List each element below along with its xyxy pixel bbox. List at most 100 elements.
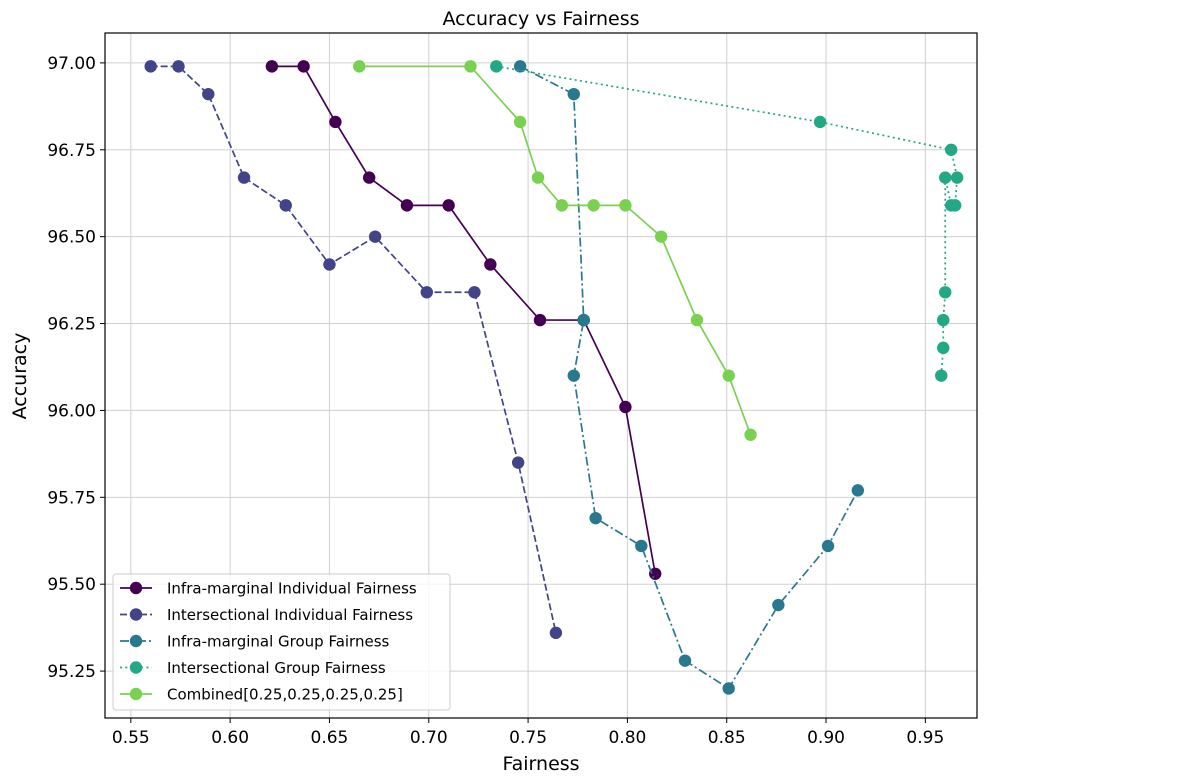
data-point xyxy=(511,456,525,469)
data-point xyxy=(635,539,648,553)
y-tick-label: 97.00 xyxy=(47,54,96,74)
series-2 xyxy=(144,60,563,640)
y-tick-label: 96.00 xyxy=(47,401,96,421)
data-point xyxy=(533,313,547,327)
legend-label: Infra-marginal Group Fairness xyxy=(167,633,390,651)
data-point xyxy=(619,199,632,212)
data-point xyxy=(555,199,569,212)
data-point xyxy=(939,171,952,184)
data-point xyxy=(549,626,563,640)
data-point xyxy=(577,313,590,327)
data-point xyxy=(772,598,785,612)
data-point xyxy=(813,115,827,129)
legend-label: Infra-marginal Individual Fairness xyxy=(167,580,417,598)
x-tick-label: 0.75 xyxy=(509,728,547,748)
x-tick-label: 0.55 xyxy=(112,728,150,748)
y-axis-ticks: 95.25 95.50 95.75 96.00 96.25 96.50 96.75 97.00 xyxy=(47,54,105,682)
data-point xyxy=(744,428,757,441)
legend-entry: Intersectional Individual Fairness xyxy=(120,606,413,624)
data-point xyxy=(950,171,964,184)
data-point xyxy=(937,341,950,355)
data-point xyxy=(442,199,455,212)
data-point xyxy=(567,369,580,382)
legend-label: Intersectional Group Fairness xyxy=(167,659,386,677)
x-tick-label: 0.60 xyxy=(211,728,249,748)
legend-entry: Infra-marginal Group Fairness xyxy=(120,633,390,651)
x-tick-label: 0.90 xyxy=(807,728,845,748)
series-5 xyxy=(353,60,757,441)
legend-entry: Combined[0.25,0.25,0.25,0.25] xyxy=(120,686,403,704)
series-4 xyxy=(490,60,964,382)
legend-label: Intersectional Individual Fairness xyxy=(167,606,413,624)
legend-entry: Infra-marginal Individual Fairness xyxy=(120,580,417,598)
y-tick-label: 95.50 xyxy=(47,575,96,595)
data-point xyxy=(944,143,958,156)
data-point xyxy=(722,369,735,382)
data-point xyxy=(329,115,342,129)
data-point xyxy=(690,313,704,327)
series-layer xyxy=(144,60,964,695)
data-point xyxy=(589,511,602,525)
data-point xyxy=(944,199,958,212)
data-point xyxy=(265,60,279,73)
data-point xyxy=(368,230,382,243)
legend-marker xyxy=(129,687,143,701)
data-point xyxy=(939,286,952,299)
legend-marker xyxy=(129,661,143,674)
x-tick-label: 0.70 xyxy=(410,728,448,748)
y-tick-label: 95.75 xyxy=(47,488,96,508)
x-tick-label: 0.95 xyxy=(906,728,944,748)
data-point xyxy=(464,60,477,73)
data-point xyxy=(531,171,545,184)
data-point xyxy=(400,199,414,212)
legend: Infra-marginal Individual Fairness Inters… xyxy=(112,573,451,711)
data-point xyxy=(362,171,376,184)
data-point xyxy=(237,171,251,184)
data-point xyxy=(484,258,497,271)
data-point xyxy=(587,199,600,212)
data-point xyxy=(353,60,366,73)
data-point xyxy=(323,258,336,271)
data-point xyxy=(513,60,527,73)
legend-label: Combined[0.25,0.25,0.25,0.25] xyxy=(167,686,403,704)
y-tick-label: 95.25 xyxy=(47,662,96,682)
data-point xyxy=(851,484,865,497)
x-axis-ticks: 0.55 0.60 0.65 0.70 0.75 0.80 0.85 0.90 0.95 xyxy=(112,718,944,748)
data-point xyxy=(821,539,835,553)
data-point xyxy=(144,60,157,73)
x-tick-label: 0.85 xyxy=(708,728,746,748)
data-point xyxy=(935,369,948,382)
y-tick-label: 96.50 xyxy=(47,228,96,248)
legend-entry: Intersectional Group Fairness xyxy=(120,659,386,677)
legend-box xyxy=(112,573,451,711)
data-point xyxy=(202,87,215,101)
plot-frame xyxy=(104,32,978,719)
data-point xyxy=(490,60,503,73)
data-point xyxy=(937,313,950,327)
x-axis-label: Fairness xyxy=(502,753,579,775)
y-axis-label: Accuracy xyxy=(9,333,31,420)
series-3 xyxy=(513,60,865,695)
y-tick-label: 96.75 xyxy=(47,141,96,161)
x-tick-label: 0.80 xyxy=(608,728,646,748)
data-point xyxy=(654,230,668,243)
data-point xyxy=(619,400,632,414)
legend-marker xyxy=(129,634,143,648)
data-point xyxy=(513,115,527,129)
chart-title: Accuracy vs Fairness xyxy=(442,8,639,30)
data-point xyxy=(649,567,662,580)
x-tick-label: 0.65 xyxy=(311,728,349,748)
series-1 xyxy=(265,60,662,580)
data-point xyxy=(468,286,481,299)
data-point xyxy=(678,654,692,667)
data-point xyxy=(567,87,580,101)
y-tick-label: 96.25 xyxy=(47,315,96,335)
data-point xyxy=(279,199,292,212)
data-point xyxy=(420,286,433,299)
data-point xyxy=(297,60,310,73)
legend-marker xyxy=(129,608,143,621)
data-point xyxy=(722,682,735,695)
data-point xyxy=(172,60,185,73)
legend-marker xyxy=(129,581,143,595)
